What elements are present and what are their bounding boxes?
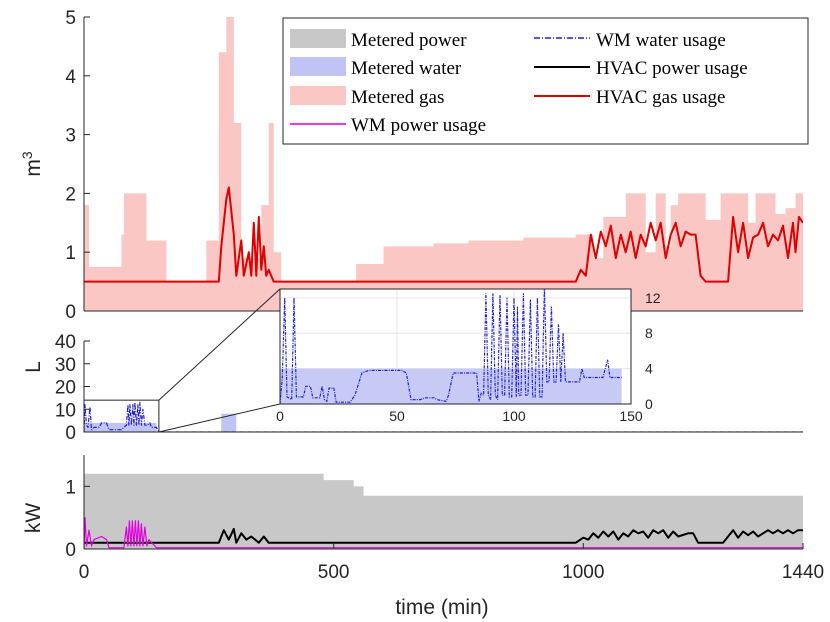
zoom-connector-bottom: [158, 403, 281, 433]
water-ytick-label: 40: [55, 332, 76, 353]
water-ytick-label: 20: [55, 378, 76, 399]
legend-label-hvac-power: HVAC power usage: [596, 58, 748, 79]
inset-ytick-label: 4: [645, 361, 653, 377]
inset-frame: [279, 288, 632, 405]
gas-ytick-label: 3: [65, 126, 76, 147]
legend-swatch-metered-power: [290, 29, 346, 48]
gas-ytick-label: 4: [65, 67, 76, 88]
xtick-label: 1440: [782, 562, 824, 583]
plot-layer: [84, 17, 803, 549]
inset-xtick-label: 50: [389, 408, 405, 424]
legend-label-metered-power: Metered power: [351, 30, 467, 51]
water-metered-water-area: [84, 413, 803, 432]
gas-ylabel-render: m3: [19, 151, 45, 177]
power-panel-series: [84, 473, 803, 549]
xtick-label: 500: [318, 562, 350, 583]
inset-ytick-label: 8: [645, 325, 653, 341]
legend-box: [282, 17, 809, 145]
inset-xtick-label: 0: [276, 408, 284, 424]
legend: Metered power Metered water Metered gas …: [282, 17, 809, 145]
legend-swatch-metered-water: [290, 57, 346, 76]
power-metered-power-area: [84, 473, 803, 549]
legend-label-wm-water: WM water usage: [596, 30, 726, 51]
gas-metered-gas-area: [84, 17, 803, 311]
inset-xtick-label: 100: [502, 408, 526, 424]
water-ylabel: L: [22, 361, 45, 373]
gas-hvac-gas-usage-line: [84, 186, 803, 283]
xtick-label: 0: [79, 562, 90, 583]
zoom-connector-top: [158, 288, 281, 401]
legend-swatch-metered-gas: [290, 86, 346, 105]
inset-xtick-label: 150: [619, 408, 643, 424]
water-ytick-label: 0: [65, 423, 76, 444]
legend-label-hvac-gas: HVAC gas usage: [596, 87, 725, 108]
gas-ytick-label: 2: [65, 184, 76, 205]
zoom-region-box: [83, 399, 160, 433]
xtick-label: 1000: [562, 562, 604, 583]
gas-ylabel-text: m3: [19, 151, 45, 177]
water-ytick-label: 30: [55, 355, 76, 376]
power-hvac-power-usage-line: [84, 527, 803, 544]
inset-series: [280, 289, 631, 404]
water-ytick-label: 10: [55, 400, 76, 421]
power-wm-power-usage-line: [84, 517, 803, 549]
inset-metered-water-area: [280, 368, 622, 404]
zoom-connectors: [83, 288, 281, 433]
gas-panel-series: [84, 17, 803, 311]
gas-ytick-label: 5: [65, 8, 76, 29]
legend-label-metered-gas: Metered gas: [351, 87, 444, 108]
legend-label-metered-water: Metered water: [351, 58, 462, 79]
power-ytick-label: 0: [65, 540, 76, 561]
power-ytick-label: 1: [65, 477, 76, 498]
x-axis-label: time (min): [395, 596, 488, 619]
gas-ytick-label: 1: [65, 243, 76, 264]
inset-ytick-label: 0: [645, 396, 653, 412]
legend-label-wm-power: WM power usage: [351, 115, 486, 136]
power-ylabel: kW: [22, 503, 45, 534]
water-wm-water-usage-line: [84, 401, 803, 432]
gas-ytick-label: 0: [65, 302, 76, 323]
water-panel-series: [84, 401, 803, 432]
inset-wm-water-usage-line: [280, 289, 622, 404]
inset-ytick-label: 12: [645, 290, 661, 306]
